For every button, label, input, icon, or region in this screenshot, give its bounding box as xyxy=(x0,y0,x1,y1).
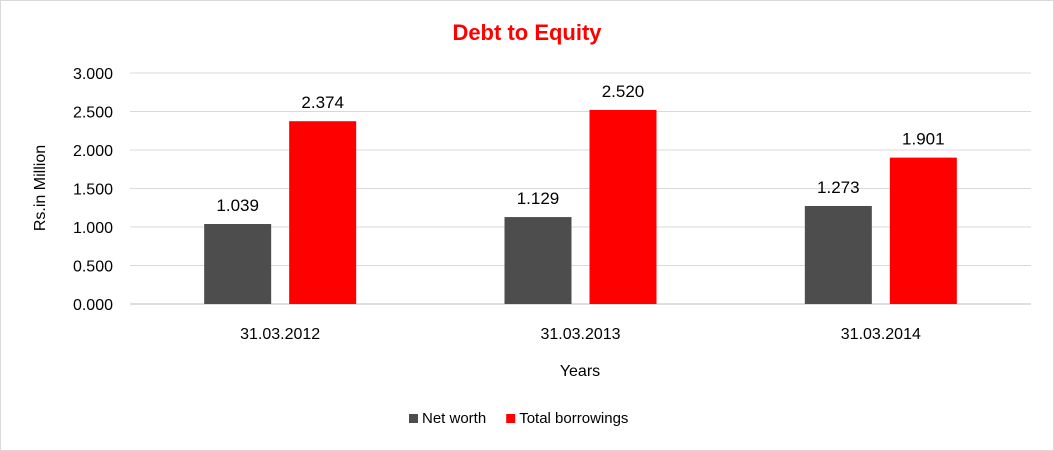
x-tick-label: 31.03.2014 xyxy=(841,326,921,343)
legend: Net worth Total borrowings xyxy=(409,410,628,427)
y-tick-label: 2.500 xyxy=(73,105,113,122)
bar-net-worth xyxy=(504,217,572,304)
bar-net-worth xyxy=(804,205,872,304)
y-tick-label: 2.000 xyxy=(73,143,113,160)
y-tick-label: 1.000 xyxy=(73,220,113,237)
data-label: 2.520 xyxy=(602,82,645,101)
gridlines xyxy=(130,72,1031,305)
data-label: 1.039 xyxy=(216,196,259,215)
legend-swatch xyxy=(506,414,516,423)
legend-swatch xyxy=(409,414,418,423)
bar-total-borrowings xyxy=(889,157,957,304)
bars xyxy=(204,109,957,305)
bar-total-borrowings xyxy=(289,121,357,305)
bar-net-worth xyxy=(204,223,272,304)
y-axis-ticks: 0.000 0.500 1.000 1.500 2.000 2.500 3.000 xyxy=(73,66,113,314)
x-axis-ticks: 31.03.2012 31.03.2013 31.03.2014 xyxy=(240,326,921,343)
data-labels: 1.039 2.374 1.129 2.520 1.273 1.901 xyxy=(216,82,944,215)
data-label: 1.129 xyxy=(517,189,560,208)
chart-title: Debt to Equity xyxy=(452,20,602,45)
x-tick-label: 31.03.2013 xyxy=(540,326,620,343)
y-tick-label: 1.500 xyxy=(73,182,113,199)
data-label: 1.273 xyxy=(817,178,860,197)
y-tick-label: 3.000 xyxy=(73,66,113,83)
data-label: 1.901 xyxy=(902,130,945,149)
y-tick-label: 0.500 xyxy=(73,259,113,276)
bar-total-borrowings xyxy=(589,109,657,305)
legend-label: Total borrowings xyxy=(519,410,628,427)
x-tick-label: 31.03.2012 xyxy=(240,326,320,343)
y-axis-title: Rs.in Million xyxy=(32,145,49,231)
x-axis-title: Years xyxy=(560,363,600,380)
legend-label: Net worth xyxy=(422,410,486,427)
y-tick-label: 0.000 xyxy=(73,297,113,314)
data-label: 2.374 xyxy=(301,93,344,112)
